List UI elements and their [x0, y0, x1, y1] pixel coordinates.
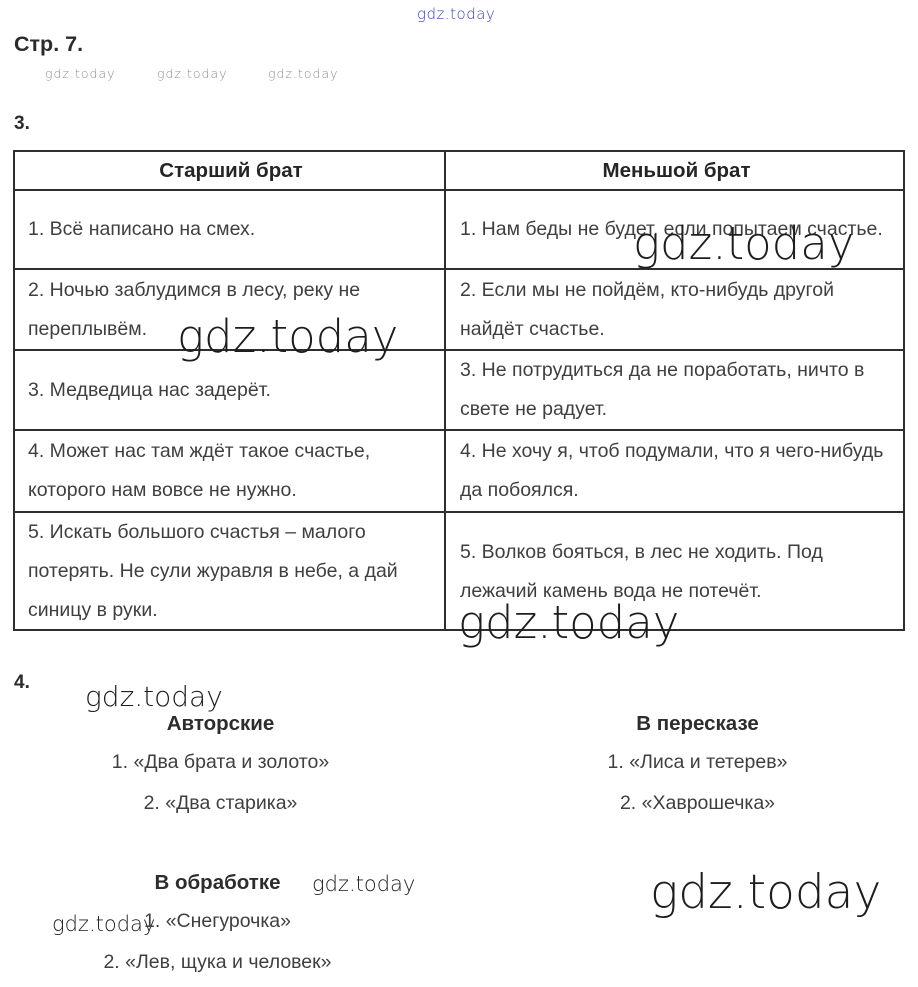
table-row: 1. Всё написано на смех. 1. Нам беды не б… [15, 191, 903, 270]
watermark-small-2: gdz.today [157, 66, 228, 81]
table-row: 3. Медведица нас задерёт. 3. Не потрудить… [15, 351, 903, 431]
watermark-table-row2: gdz.today [177, 310, 399, 363]
cell-younger-brother: 3. Не потрудиться да не поработать, ничт… [460, 359, 865, 420]
watermark-near-obrabotke: gdz.today [312, 872, 416, 896]
table-header-row: Старший брат Меньшой брат [15, 152, 903, 191]
watermark-table-row1: gdz.today [633, 217, 855, 270]
group-title: В пересказе [636, 712, 759, 735]
cell-younger-brother: 2. Если мы не пойдём, кто-нибудь другой … [460, 278, 834, 340]
group-items: 1. «Лиса и тетерев» 2. «Хаврошечка» [525, 752, 870, 814]
group-author-tales: Авторские 1. «Два брата и золото» 2. «Два… [48, 712, 393, 814]
answers-table: Старший брат Меньшой брат 1. Всё написан… [13, 150, 905, 631]
header-elder-brother: Старший брат [15, 152, 446, 189]
table-row: 2. Ночью заблудимся в лесу, реку не пере… [15, 270, 903, 351]
cell-younger-brother: 5. Волков бояться, в лес не ходить. Под … [460, 540, 823, 602]
group-items: 1. «Два брата и золото» 2. «Два старика» [48, 752, 393, 814]
watermark-near-snegurochka: gdz.today [52, 912, 156, 936]
task-4-number: 4. [14, 672, 30, 693]
table-row: 4. Может нас там ждёт такое счастье, кот… [15, 431, 903, 513]
group-title: Авторские [166, 712, 275, 735]
page-title: Стр. 7. [14, 32, 84, 56]
cell-elder-brother: 1. Всё написано на смех. [15, 191, 446, 268]
cell-younger-brother: 1. Нам беды не будет, если попытаем счас… [460, 218, 883, 240]
list-item: 2. «Два старика» [143, 792, 298, 814]
watermark-bottom-right: gdz.today [650, 865, 882, 920]
list-item: 2. «Хаврошечка» [619, 792, 776, 814]
watermark-table-row5: gdz.today [458, 596, 680, 649]
cell-younger-brother: 4. Не хочу я, чтоб подумали, что я чего-… [460, 440, 884, 501]
cell-elder-brother: 5. Искать большого счастья – малого поте… [15, 513, 446, 630]
header-younger-brother: Меньшой брат [602, 159, 751, 182]
cell-elder-brother: 4. Может нас там ждёт такое счастье, кот… [15, 431, 446, 511]
list-item: 1. «Лиса и тетерев» [607, 751, 788, 773]
group-title: В обработке [154, 871, 281, 894]
watermark-small-3: gdz.today [268, 66, 339, 81]
watermark-section4: gdz.today [85, 680, 223, 713]
cell-elder-brother: 2. Ночью заблудимся в лесу, реку не пере… [15, 270, 446, 349]
cell-elder-brother: 3. Медведица нас задерёт. [15, 351, 446, 429]
group-items: 1. «Снегурочка» 2. «Лев, щука и человек» [45, 911, 390, 973]
group-adapted-tales: В обработке 1. «Снегурочка» 2. «Лев, щука… [45, 871, 390, 973]
table-row: 5. Искать большого счастья – малого поте… [15, 513, 903, 630]
list-item: 1. «Снегурочка» [144, 910, 291, 932]
watermark-small-1: gdz.today [45, 66, 116, 81]
list-item: 2. «Лев, щука и человек» [103, 951, 332, 973]
site-link[interactable]: gdz.today [417, 5, 496, 23]
list-item: 1. «Два брата и золото» [111, 751, 330, 773]
task-3-number: 3. [14, 113, 30, 134]
group-retold-tales: В пересказе 1. «Лиса и тетерев» 2. «Хавро… [525, 712, 870, 814]
